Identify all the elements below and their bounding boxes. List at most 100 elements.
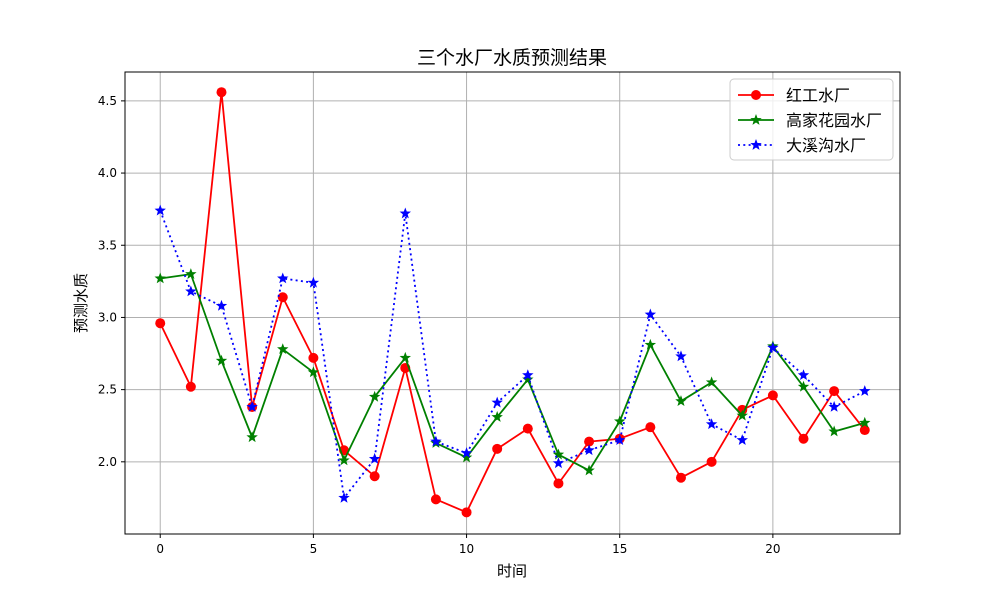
circle-marker <box>522 423 533 434</box>
y-tick-label: 2.5 <box>98 383 117 397</box>
star-marker <box>828 425 840 437</box>
x-axis-ticks: 0 5 10 15 20 <box>156 534 781 556</box>
star-marker <box>154 204 166 216</box>
series-大溪沟水厂 <box>154 204 871 503</box>
series-line <box>160 273 866 472</box>
circle-marker <box>553 478 564 489</box>
star-marker <box>368 390 381 402</box>
circle-marker <box>675 472 686 483</box>
legend-entry: 高家花园水厂 <box>738 111 882 130</box>
y-tick-label: 4.0 <box>98 166 117 180</box>
legend-entry: 大溪沟水厂 <box>738 136 866 155</box>
x-tick-label: 0 <box>156 542 164 556</box>
star-marker <box>154 272 166 284</box>
legend-label: 高家花园水厂 <box>786 111 882 130</box>
star-marker <box>705 418 718 430</box>
star-marker <box>215 354 228 366</box>
star-marker <box>644 308 657 320</box>
circle-marker <box>798 433 809 444</box>
star-marker <box>675 350 687 362</box>
circle-marker <box>369 471 380 482</box>
star-marker <box>750 114 762 125</box>
y-tick-label: 3.5 <box>98 238 117 252</box>
series-高家花园水厂 <box>154 268 871 476</box>
x-tick-label: 10 <box>459 542 474 556</box>
star-marker <box>644 338 657 350</box>
star-marker <box>185 268 197 279</box>
plot-frame <box>124 71 901 535</box>
circle-marker <box>492 443 503 454</box>
circle-marker <box>461 507 472 518</box>
series-line <box>159 91 866 514</box>
circle-marker <box>308 352 319 363</box>
y-tick-label: 3.0 <box>98 310 117 324</box>
legend-box <box>729 78 894 161</box>
circle-marker <box>751 90 761 100</box>
star-marker <box>307 366 320 378</box>
star-marker <box>277 272 289 284</box>
star-marker <box>307 276 320 288</box>
star-marker <box>338 491 350 503</box>
series-layer <box>154 87 871 518</box>
circle-marker <box>584 436 595 447</box>
star-marker <box>338 454 350 466</box>
circle-marker <box>185 381 196 392</box>
star-marker <box>460 451 473 463</box>
x-axis-label: 时间 <box>497 562 527 580</box>
star-marker <box>859 385 871 396</box>
circle-marker <box>767 390 778 401</box>
y-tick-label: 2.0 <box>98 455 117 469</box>
star-marker <box>583 464 595 476</box>
x-tick-label: 15 <box>612 542 627 556</box>
legend-label: 红工水厂 <box>786 86 850 105</box>
star-marker <box>522 373 534 385</box>
x-tick-label: 20 <box>765 542 780 556</box>
star-marker <box>430 435 442 447</box>
star-marker <box>859 416 871 428</box>
star-marker <box>583 444 595 456</box>
star-marker <box>828 400 840 412</box>
star-marker <box>767 341 779 353</box>
star-marker <box>614 415 626 427</box>
star-marker <box>491 396 503 408</box>
star-marker <box>797 380 810 392</box>
circle-marker <box>859 425 870 436</box>
star-marker <box>277 343 289 355</box>
star-marker <box>246 431 258 443</box>
star-marker <box>750 139 762 150</box>
star-marker <box>399 351 411 363</box>
star-marker <box>368 452 381 464</box>
star-marker <box>460 447 473 458</box>
star-marker <box>552 457 565 469</box>
x-tick-label: 5 <box>310 542 318 556</box>
circle-marker <box>155 318 166 329</box>
star-marker <box>736 434 748 446</box>
y-axis-label: 预测水质 <box>72 273 90 333</box>
legend-label: 大溪沟水厂 <box>786 136 866 155</box>
star-marker <box>246 400 258 412</box>
chart-title: 三个水厂水质预测结果 <box>417 47 607 69</box>
circle-marker <box>829 386 840 397</box>
circle-marker <box>430 494 441 505</box>
star-marker <box>675 395 687 407</box>
star-marker <box>215 299 228 311</box>
circle-marker <box>706 456 717 467</box>
star-marker <box>552 448 565 460</box>
star-marker <box>399 207 411 219</box>
star-marker <box>614 434 626 446</box>
legend-entry: 红工水厂 <box>738 86 850 105</box>
star-marker <box>705 376 718 388</box>
circle-marker <box>645 422 656 433</box>
star-marker <box>522 369 534 381</box>
star-marker <box>185 285 197 297</box>
star-marker <box>797 369 810 381</box>
star-marker <box>491 411 503 422</box>
y-axis-ticks: 2.0 2.5 3.0 3.5 4.0 4.5 <box>98 94 125 469</box>
star-marker <box>736 409 748 421</box>
series-line <box>159 210 866 499</box>
circle-marker <box>216 87 227 98</box>
circle-marker <box>277 292 288 303</box>
